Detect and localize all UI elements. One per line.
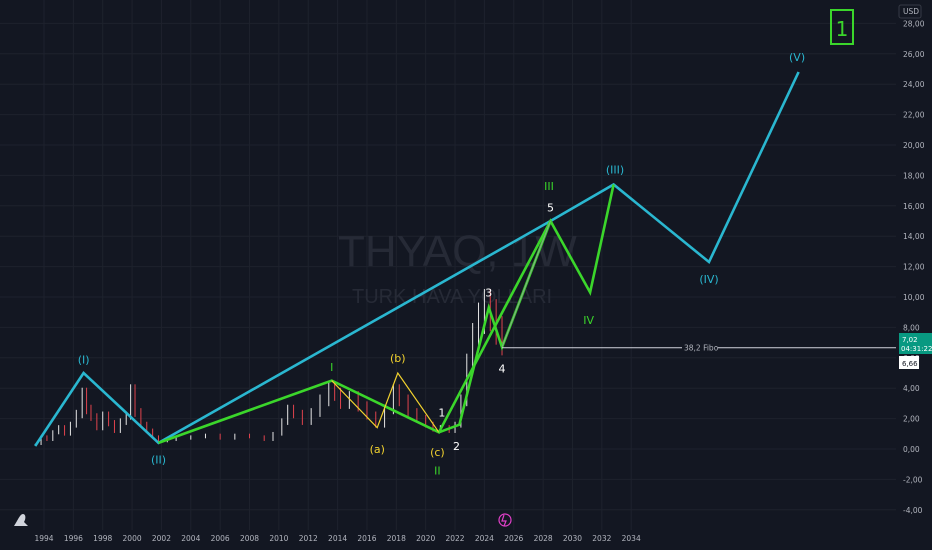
- y-tick-label: 24,00: [903, 80, 925, 89]
- fibo-label-bg: [682, 342, 718, 353]
- y-tick-label: 2,00: [903, 415, 920, 424]
- wave-label: (I): [78, 353, 90, 366]
- wave-label: (V): [789, 51, 805, 64]
- wave-label: (IV): [699, 273, 718, 286]
- x-tick-label: 2004: [181, 534, 200, 543]
- x-tick-label: 1994: [34, 534, 53, 543]
- y-tick-label: 0,00: [903, 445, 920, 454]
- wave-label: (II): [151, 454, 166, 467]
- wave-label: II: [434, 464, 441, 477]
- fibo-label: 38,2 Fibo: [684, 343, 719, 352]
- y-tick-label: 10,00: [903, 293, 925, 302]
- x-tick-label: 2030: [563, 534, 582, 543]
- y-tick-label: 4,00: [903, 384, 920, 393]
- y-tick-label: -4,00: [903, 506, 923, 515]
- events-icon[interactable]: [498, 513, 512, 527]
- wave-degree-badge-text: 1: [836, 17, 849, 41]
- x-tick-label: 2014: [328, 534, 347, 543]
- y-tick-label: 20,00: [903, 141, 925, 150]
- x-tick-label: 2020: [416, 534, 435, 543]
- chart-grid: [0, 0, 896, 530]
- wave-label: (a): [370, 443, 385, 456]
- wave-label: (c): [430, 446, 445, 459]
- wave-lines: [34, 71, 800, 447]
- x-tick-label: 1998: [93, 534, 112, 543]
- fibo-level: 38,2 Fibo: [502, 342, 896, 353]
- wave-label: III: [544, 180, 554, 193]
- y-tick-label: 18,00: [903, 171, 925, 180]
- x-tick-label: 2026: [504, 534, 523, 543]
- x-tick-label: 2006: [211, 534, 230, 543]
- x-tick-label: 2018: [387, 534, 406, 543]
- y-tick-label: 12,00: [903, 263, 925, 272]
- y-tick-label: 8,00: [903, 323, 920, 332]
- corrective-wave-line: [331, 371, 440, 433]
- y-tick-label: 26,00: [903, 50, 925, 59]
- x-tick-label: 2002: [152, 534, 171, 543]
- currency-label: USD: [903, 7, 919, 16]
- wave-label: 1: [438, 407, 445, 420]
- wave-label: (III): [606, 163, 624, 176]
- tradingview-logo-icon[interactable]: [14, 514, 28, 526]
- x-tick-label: 2010: [269, 534, 288, 543]
- x-tick-label: 2028: [534, 534, 553, 543]
- x-tick-label: 2032: [592, 534, 611, 543]
- projection-line: [501, 220, 551, 348]
- wave-degree-badge: [830, 9, 854, 45]
- x-tick-label: 2000: [123, 534, 142, 543]
- last-price-value: 7,02: [902, 336, 918, 344]
- y-tick-label: -2,00: [903, 475, 923, 484]
- watermark-symbol: THYAQ, 1W: [338, 227, 577, 276]
- wave-label: I: [330, 361, 333, 374]
- x-tick-label: 2022: [445, 534, 464, 543]
- y-tick-label: 16,00: [903, 202, 925, 211]
- x-tick-label: 1996: [64, 534, 83, 543]
- last-price-tag: [899, 333, 932, 354]
- fibo-price-tag: [899, 356, 919, 369]
- last-price-countdown: 04:31:22: [901, 345, 932, 353]
- axes: 28,0026,0024,0022,0020,0018,0016,0014,00…: [34, 19, 924, 543]
- wave-labels: (I)(II)(III)(IV)(V)IIIIIIIV(a)(b)(c)1234…: [78, 51, 805, 477]
- wave-label: 3: [485, 286, 492, 299]
- x-tick-label: 2016: [357, 534, 376, 543]
- currency-badge[interactable]: [898, 4, 922, 19]
- wave-label: 5: [547, 201, 554, 214]
- y-tick-label: 28,00: [903, 19, 925, 28]
- wave-label: (b): [390, 352, 406, 365]
- wave-label: IV: [583, 314, 594, 327]
- fibo-price-value: 6,66: [902, 360, 918, 368]
- y-tick-label: 14,00: [903, 232, 925, 241]
- watermark-name: TURK HAVA YOLLARI: [352, 286, 552, 308]
- x-tick-label: 2024: [475, 534, 494, 543]
- x-tick-label: 2008: [240, 534, 259, 543]
- y-tick-label: 22,00: [903, 111, 925, 120]
- wave-label: 4: [499, 362, 506, 375]
- x-tick-label: 2034: [622, 534, 641, 543]
- wave-label: 2: [453, 440, 460, 453]
- x-tick-label: 2012: [299, 534, 318, 543]
